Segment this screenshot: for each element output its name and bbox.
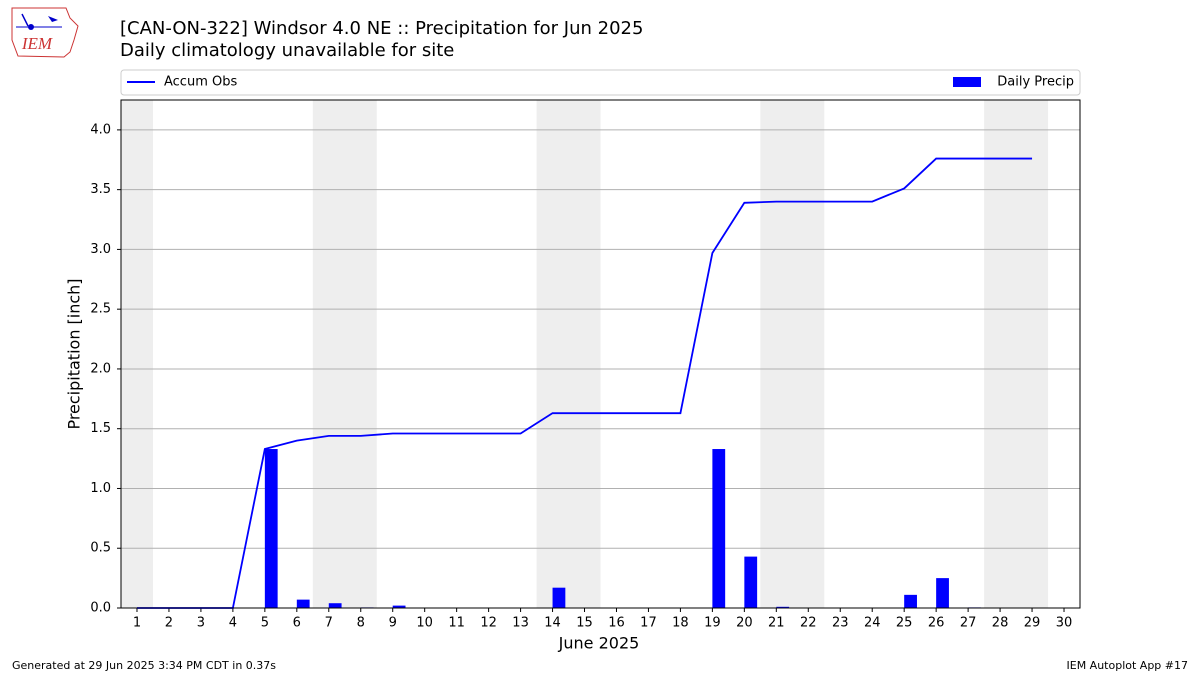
legend: [120, 69, 1081, 96]
bar: [744, 556, 758, 608]
x-tick-label: 4: [229, 616, 237, 631]
y-tick-label: 2.0: [90, 361, 111, 376]
weekend-shade: [121, 100, 153, 608]
bar: [328, 603, 342, 608]
bar: [904, 594, 917, 608]
weekend-shade: [312, 100, 377, 608]
x-tick-label: 15: [576, 616, 593, 631]
chart-title: [CAN-ON-322] Windsor 4.0 NE :: Precipita…: [120, 18, 643, 39]
x-tick-label: 29: [1024, 616, 1041, 631]
logo-outline: [11, 7, 79, 58]
bar: [296, 599, 310, 608]
y-axis-label: Precipitation [inch]: [65, 278, 84, 429]
plot-frame: [120, 99, 1081, 609]
x-tick-label: 7: [325, 616, 333, 631]
legend-label: Daily Precip: [997, 75, 1074, 90]
x-tick-label: 14: [544, 616, 561, 631]
weekend-shade: [536, 100, 601, 608]
y-tick-label: 3.5: [90, 182, 111, 197]
y-tick-label: 0.0: [90, 601, 111, 616]
footer-right: IEM Autoplot App #17: [1067, 659, 1189, 672]
x-tick-label: 8: [357, 616, 365, 631]
logo: IEM: [11, 7, 79, 58]
y-tick-label: 1.5: [90, 421, 111, 436]
footer-left: Generated at 29 Jun 2025 3:34 PM CDT in …: [12, 659, 276, 672]
y-tick-label: 2.5: [90, 302, 111, 317]
bar: [552, 587, 566, 608]
chart-subtitle: Daily climatology unavailable for site: [120, 40, 454, 61]
x-tick-label: 12: [480, 616, 497, 631]
x-tick-label: 21: [768, 616, 785, 631]
bar: [392, 605, 406, 608]
x-tick-label: 2: [165, 616, 173, 631]
x-axis-label: June 2025: [558, 634, 640, 653]
y-tick-label: 4.0: [90, 122, 111, 137]
x-tick-label: 19: [704, 616, 721, 631]
x-tick-label: 5: [261, 616, 269, 631]
x-tick-label: 25: [896, 616, 913, 631]
x-tick-label: 30: [1056, 616, 1073, 631]
x-tick-label: 20: [736, 616, 753, 631]
logo-icon: [48, 16, 58, 22]
x-tick-label: 10: [416, 616, 433, 631]
bar: [936, 578, 949, 608]
legend-label: Accum Obs: [164, 75, 237, 90]
x-tick-label: 23: [832, 616, 849, 631]
x-tick-label: 27: [960, 616, 977, 631]
logo-text: IEM: [21, 34, 53, 53]
logo-icon: [21, 13, 29, 27]
weekend-shade: [984, 100, 1049, 608]
x-tick-label: 11: [448, 616, 465, 631]
x-tick-label: 1: [133, 616, 141, 631]
x-tick-label: 3: [197, 616, 205, 631]
x-tick-label: 13: [512, 616, 529, 631]
bar: [776, 606, 790, 608]
x-tick-label: 26: [928, 616, 945, 631]
x-tick-label: 18: [672, 616, 689, 631]
y-tick-label: 0.5: [90, 541, 111, 556]
x-tick-label: 22: [800, 616, 817, 631]
weekend-shade: [760, 100, 825, 608]
y-tick-label: 1.0: [90, 481, 111, 496]
x-tick-label: 17: [640, 616, 657, 631]
x-tick-label: 6: [293, 616, 301, 631]
x-tick-label: 28: [992, 616, 1009, 631]
legend-swatch: [953, 77, 981, 87]
x-tick-label: 24: [864, 616, 881, 631]
bar: [712, 449, 726, 608]
x-tick-label: 16: [608, 616, 625, 631]
bar: [264, 449, 278, 608]
x-tick-label: 9: [389, 616, 397, 631]
y-tick-label: 3.0: [90, 242, 111, 257]
line: [136, 157, 1033, 609]
